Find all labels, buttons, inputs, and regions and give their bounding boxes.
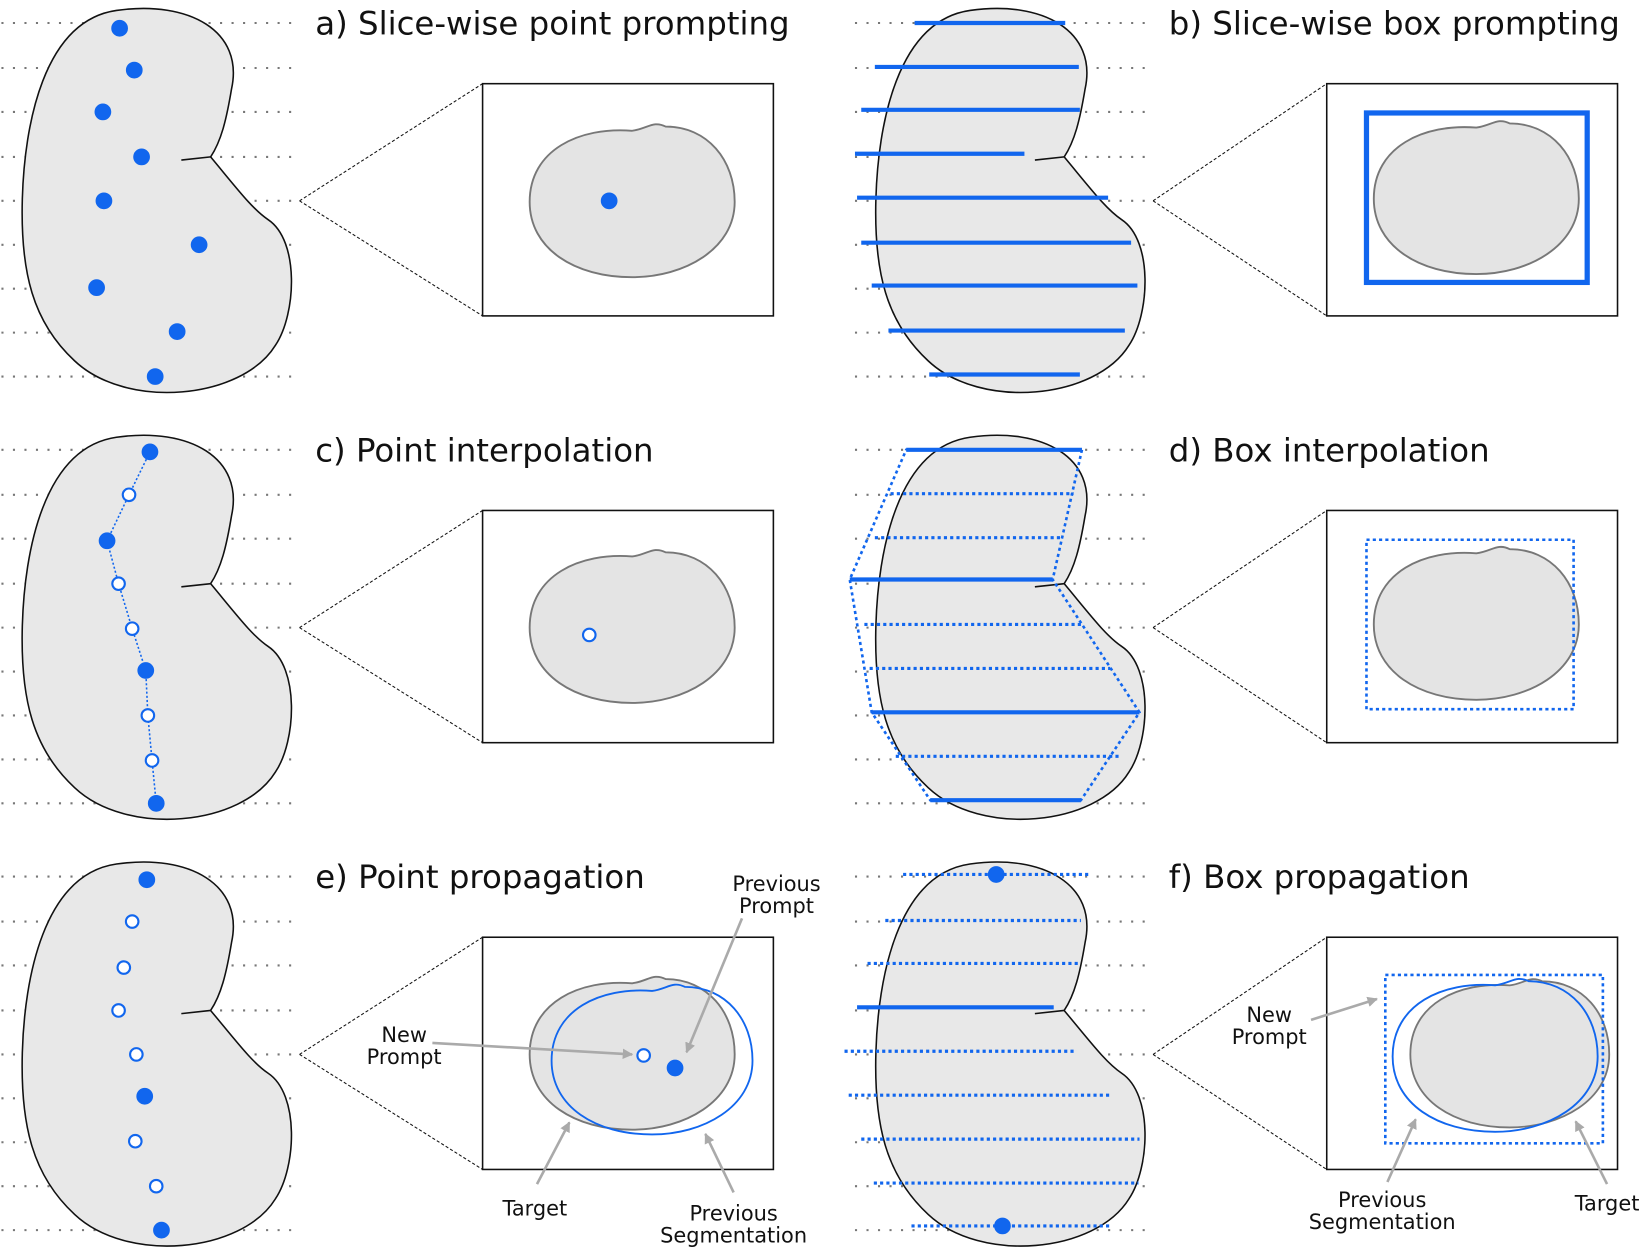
hilum bbox=[1034, 156, 1065, 161]
annotation-arrow bbox=[1386, 1118, 1417, 1183]
interpolated-point bbox=[111, 576, 126, 592]
point-prompt bbox=[98, 532, 116, 550]
point-prompt bbox=[600, 192, 618, 210]
point-prompt bbox=[141, 443, 159, 461]
annotation-arrow bbox=[1310, 996, 1378, 1022]
box-prompt bbox=[1363, 110, 1590, 286]
annotation-label: Previous bbox=[732, 872, 820, 896]
slice-shape bbox=[1372, 545, 1580, 701]
kidney bbox=[21, 7, 293, 394]
hilum bbox=[181, 1009, 211, 1015]
interpolated-point bbox=[144, 753, 160, 768]
point-prompt bbox=[987, 866, 1005, 883]
point-prompt bbox=[125, 61, 143, 79]
annotation-label: Target bbox=[502, 1196, 568, 1220]
zoom-line bbox=[1152, 200, 1328, 317]
annotation-label: Prompt bbox=[1232, 1025, 1307, 1049]
slice-shape bbox=[528, 123, 736, 279]
point-prompt bbox=[190, 236, 208, 254]
point-prompt bbox=[994, 1217, 1011, 1235]
annotation-arrow bbox=[685, 917, 744, 1054]
panel-title: c) Point interpolation bbox=[315, 431, 653, 469]
point-prompt bbox=[111, 19, 128, 37]
annotation-arrow bbox=[704, 1132, 735, 1194]
panel-title: a) Slice-wise point prompting bbox=[315, 5, 789, 43]
point-prompt bbox=[133, 148, 150, 166]
zoom-line bbox=[299, 83, 483, 202]
panel-title: f) Box propagation bbox=[1169, 858, 1470, 896]
panel-title: e) Point propagation bbox=[315, 858, 645, 896]
annotation-label: Segmentation bbox=[660, 1224, 807, 1248]
annotation-label: New bbox=[381, 1023, 427, 1047]
point-prompt bbox=[88, 279, 105, 297]
annotation-arrow bbox=[432, 1041, 634, 1060]
slice-shape bbox=[1409, 978, 1611, 1129]
zoom-line bbox=[299, 510, 483, 629]
point-prompt bbox=[168, 323, 186, 340]
point-prompt bbox=[146, 368, 164, 385]
interpolated-point bbox=[129, 1047, 144, 1062]
interpolated-point bbox=[124, 914, 140, 929]
interpolated-point bbox=[148, 1178, 164, 1194]
hilum bbox=[1034, 1009, 1065, 1015]
annotation-label: Segmentation bbox=[1309, 1210, 1456, 1234]
zoom-line bbox=[1152, 627, 1328, 744]
panel-title: b) Slice-wise box prompting bbox=[1169, 5, 1620, 43]
annotation-label: Prompt bbox=[739, 894, 814, 918]
point-prompt bbox=[153, 1221, 170, 1239]
interpolated-point bbox=[124, 621, 140, 636]
point-prompt bbox=[666, 1059, 684, 1077]
annotation-label: Previous bbox=[1338, 1188, 1426, 1212]
interpolated-point bbox=[111, 1003, 126, 1018]
hilum bbox=[181, 582, 211, 588]
slice-shape bbox=[1372, 120, 1580, 275]
annotation-arrow bbox=[535, 1121, 571, 1185]
zoom-line bbox=[1152, 936, 1328, 1055]
point-prompt bbox=[147, 794, 165, 812]
slice-shape bbox=[528, 549, 736, 704]
annotation-label: Previous bbox=[689, 1202, 777, 1226]
hilum bbox=[1034, 582, 1065, 588]
interpolated-point bbox=[116, 960, 132, 975]
zoom-line bbox=[1152, 83, 1328, 202]
interpolated-point bbox=[581, 627, 597, 643]
zoom-line bbox=[1152, 1053, 1328, 1170]
point-prompt bbox=[94, 103, 112, 121]
zoom-line bbox=[299, 200, 483, 317]
interpolated-point bbox=[636, 1048, 651, 1063]
point-prompt bbox=[137, 662, 155, 679]
point-prompt bbox=[138, 871, 156, 889]
zoom-line bbox=[1152, 510, 1328, 629]
interpolated-point bbox=[121, 487, 137, 503]
point-prompt bbox=[136, 1087, 154, 1105]
annotation-label: Target bbox=[1574, 1191, 1640, 1215]
annotation-label: New bbox=[1246, 1003, 1292, 1027]
point-prompt bbox=[95, 192, 113, 210]
annotation-label: Prompt bbox=[367, 1045, 442, 1069]
panel-title: d) Box interpolation bbox=[1169, 431, 1490, 469]
interpolated-box bbox=[1365, 538, 1575, 711]
zoom-line bbox=[299, 1053, 483, 1170]
interpolated-point bbox=[127, 1133, 143, 1149]
interpolated-box bbox=[1384, 973, 1605, 1145]
zoom-line bbox=[299, 627, 483, 744]
hilum bbox=[181, 156, 211, 161]
annotation-arrow bbox=[1574, 1120, 1609, 1185]
interpolated-point bbox=[140, 708, 156, 723]
kidney bbox=[874, 861, 1146, 1247]
